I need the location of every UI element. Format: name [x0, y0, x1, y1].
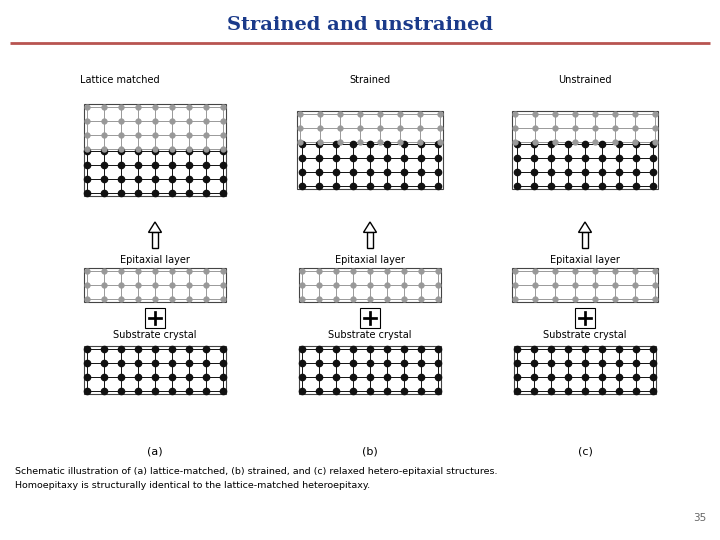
Text: (c): (c): [577, 447, 593, 457]
Text: Substrate crystal: Substrate crystal: [328, 330, 412, 340]
Bar: [575, 308, 595, 328]
Text: Strained: Strained: [349, 75, 390, 85]
Polygon shape: [582, 232, 588, 248]
Text: Strained and unstrained: Strained and unstrained: [227, 16, 493, 34]
Text: Epitaxial layer: Epitaxial layer: [550, 255, 620, 265]
Text: Epitaxial layer: Epitaxial layer: [120, 255, 190, 265]
Bar: [512, 111, 658, 189]
Text: (a): (a): [147, 447, 163, 457]
Bar: [514, 346, 656, 394]
Polygon shape: [152, 232, 158, 248]
Text: Substrate crystal: Substrate crystal: [544, 330, 626, 340]
Text: (b): (b): [362, 447, 378, 457]
Bar: [84, 268, 226, 302]
Polygon shape: [148, 222, 161, 232]
Bar: [361, 308, 379, 328]
Polygon shape: [364, 222, 377, 232]
Text: Homoepitaxy is structurally identical to the lattice-matched heteroepitaxy.: Homoepitaxy is structurally identical to…: [15, 481, 370, 489]
Text: 35: 35: [693, 513, 706, 523]
Bar: [84, 104, 226, 195]
Text: Lattice matched: Lattice matched: [80, 75, 160, 85]
Bar: [84, 346, 226, 394]
Polygon shape: [578, 222, 592, 232]
Bar: [512, 268, 658, 302]
Text: Substrate crystal: Substrate crystal: [113, 330, 197, 340]
Bar: [299, 346, 441, 394]
Text: Schematic illustration of (a) lattice-matched, (b) strained, and (c) relaxed het: Schematic illustration of (a) lattice-ma…: [15, 468, 498, 476]
Text: Epitaxial layer: Epitaxial layer: [335, 255, 405, 265]
Text: Unstrained: Unstrained: [558, 75, 612, 85]
Polygon shape: [367, 232, 373, 248]
Bar: [145, 308, 165, 328]
Bar: [299, 268, 441, 302]
Bar: [297, 111, 443, 189]
